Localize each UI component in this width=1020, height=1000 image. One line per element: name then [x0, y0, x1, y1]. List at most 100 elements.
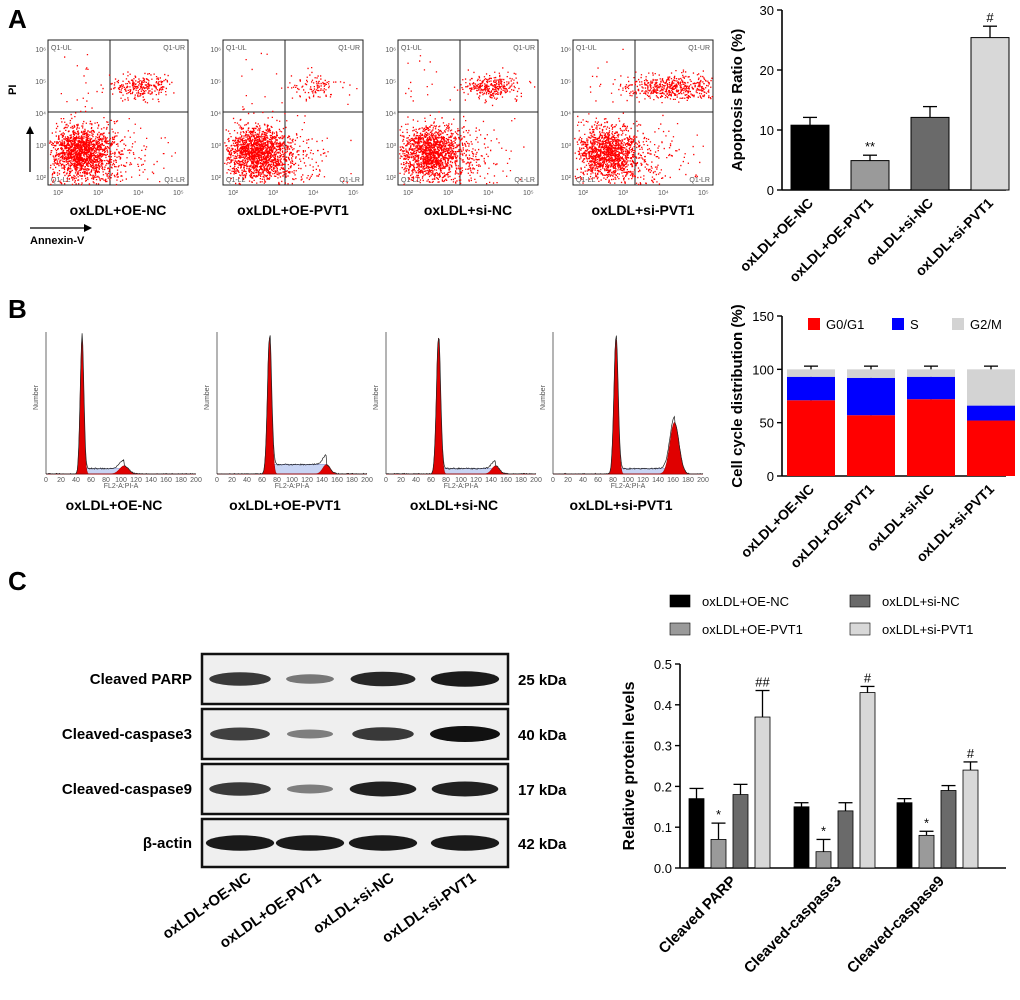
quadrant-label: Q1-UR: [163, 45, 185, 52]
histogram-tick: 120: [301, 477, 313, 484]
y-decade-label: 10²: [36, 175, 47, 182]
quadrant-label: Q1-LR: [689, 177, 710, 184]
quadrant-label: Q1-LL: [226, 177, 246, 184]
histogram-plot: 0 20 40 60 80 100 120 140 160 180 200 FL2-A:PI-A Num…: [540, 332, 709, 513]
y-decade-label: 10³: [386, 143, 397, 150]
histogram-group-label: oxLDL+si-PVT1: [569, 497, 672, 513]
x-decade-label: 10²: [578, 190, 589, 197]
legend-label: S: [910, 317, 919, 332]
stack-segment-S: [847, 377, 895, 416]
x-decade-label: 10²: [53, 190, 64, 197]
quadrant-label: Q1-UL: [226, 45, 247, 52]
flow-group-label: oxLDL+si-PVT1: [591, 202, 694, 218]
histogram-plot: 0 20 40 60 80 100 120 140 160 180 200 FL2-A:PI-A Num…: [204, 332, 373, 513]
histogram-tick: 140: [485, 477, 497, 484]
y-axis-title: Cell cycle distribution (%): [729, 304, 746, 487]
histogram-tick: 160: [667, 477, 679, 484]
bar-oxLDL+si-PVT1: [962, 769, 979, 869]
quadrant-label: Q1-LR: [339, 177, 360, 184]
x-decade-label: 10³: [268, 190, 279, 197]
histogram-tick: 200: [530, 477, 542, 484]
legend-swatch: [849, 594, 871, 608]
protein-label: Cleaved-caspase3: [62, 726, 192, 743]
histogram-tick: 60: [594, 477, 602, 484]
kda-label: 42 kDa: [518, 836, 567, 853]
bar-oxLDL+si-NC: [837, 810, 854, 869]
histogram-tick: 160: [160, 477, 172, 484]
histogram-group-label: oxLDL+si-NC: [410, 497, 498, 513]
bar-oxLDL+si-NC: [732, 794, 749, 869]
y-axis-label-pi: PI: [7, 85, 19, 95]
significance-label: **: [865, 139, 875, 154]
protein-label: Cleaved PARP: [90, 671, 192, 688]
x-decade-label: 10⁵: [348, 190, 359, 197]
histogram-tick: 80: [273, 477, 281, 484]
histogram-tick: 80: [102, 477, 110, 484]
histogram-tick: 180: [346, 477, 358, 484]
histogram-tick: 180: [682, 477, 694, 484]
stack-segment-G0/G1: [907, 399, 955, 476]
histogram-tick: 20: [228, 477, 236, 484]
histogram-tick: 140: [145, 477, 157, 484]
bar-oxLDL+OE-NC: [688, 798, 705, 869]
blot-band: [275, 835, 345, 851]
histogram-tick: 180: [515, 477, 527, 484]
category-label: Cleaved-caspase9: [844, 873, 948, 977]
y-tick-label: 0.2: [654, 779, 672, 794]
flow-group-label: oxLDL+OE-NC: [70, 202, 167, 218]
y-axis-title: Relative protein levels: [621, 681, 638, 850]
y-decade-label: 10⁴: [35, 111, 46, 118]
x-decade-label: 10⁴: [483, 190, 494, 197]
lane-label: oxLDL+si-NC: [310, 869, 397, 937]
flow-dot-cloud: [49, 54, 176, 186]
g2m-peak: [553, 421, 703, 475]
blot-band: [349, 781, 417, 797]
stack-segment-G2/M: [787, 369, 835, 377]
protein-label: β-actin: [143, 835, 192, 852]
x-decade-label: 10⁴: [658, 190, 669, 197]
histogram-y-label: Number: [204, 384, 211, 410]
significance-label: ##: [755, 675, 770, 690]
flow-plot: Q1-UL Q1-UR Q1-LL Q1-LR 10² 10³ 10⁴ 10⁵ 10² 10³ 10…: [385, 39, 539, 218]
histogram-y-label: Number: [33, 384, 40, 410]
stack-segment-S: [787, 376, 835, 401]
stack-segment-G0/G1: [847, 415, 895, 476]
stack-segment-G2/M: [907, 369, 955, 377]
bar-oxLDL+OE-PVT1: [918, 834, 935, 869]
histogram-outline: [552, 335, 704, 475]
x-decade-label: 10²: [403, 190, 414, 197]
significance-label: #: [986, 10, 994, 25]
blot-band: [350, 671, 416, 687]
blot-band: [348, 835, 418, 851]
histogram-tick: 200: [361, 477, 373, 484]
legend-label: oxLDL+OE-NC: [702, 594, 789, 609]
legend-swatch: [849, 622, 871, 636]
bar-oxLDL+OE-PVT1: [710, 839, 727, 869]
significance-label: *: [716, 807, 721, 822]
x-decade-label: 10³: [93, 190, 104, 197]
y-decade-label: 10³: [561, 143, 572, 150]
histogram-x-label: FL2-A:PI-A: [611, 483, 646, 490]
bar-oxLDL+OE-NC: [896, 802, 913, 869]
histogram-tick: 40: [243, 477, 251, 484]
histogram-x-label: FL2-A:PI-A: [275, 483, 310, 490]
quadrant-label: Q1-UL: [51, 45, 72, 52]
g2m-peak: [46, 465, 196, 475]
quadrant-label: Q1-LL: [576, 177, 596, 184]
panel-letter-c: C: [8, 566, 27, 596]
x-decade-label: 10⁵: [698, 190, 709, 197]
blot-band: [209, 782, 271, 796]
y-decade-label: 10⁵: [385, 79, 396, 86]
protein-label: Cleaved-caspase9: [62, 781, 192, 798]
y-decade-label: 10⁵: [210, 79, 221, 86]
legend-swatch: [892, 318, 904, 330]
histogram-tick: 100: [455, 477, 467, 484]
histogram-tick: 120: [637, 477, 649, 484]
blot-band: [209, 672, 271, 686]
flow-cytometry-plots: Q1-UL Q1-UR Q1-LL Q1-LR 10² 10³ 10⁴ 10⁵ 10² 10³ 10…: [7, 39, 714, 247]
histogram-tick: 160: [500, 477, 512, 484]
histogram-tick: 100: [622, 477, 634, 484]
bar-oxLDL+OE-NC: [793, 806, 810, 869]
quadrant-label: Q1-LL: [401, 177, 421, 184]
